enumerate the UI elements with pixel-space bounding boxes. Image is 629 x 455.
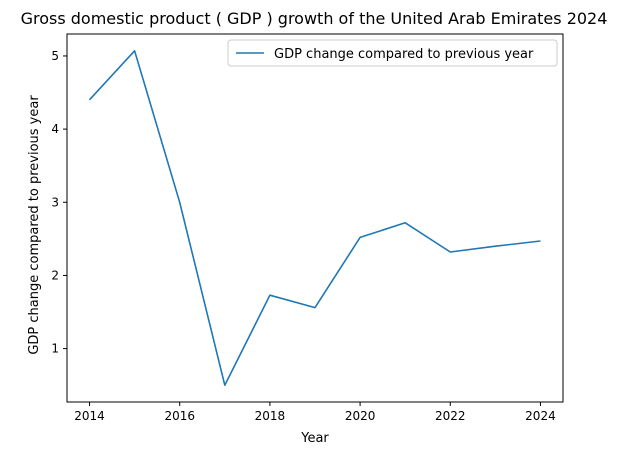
y-tick-label: 5 (51, 49, 59, 63)
plot-area: 2014 2016 2018 2020 2022 2024 1 2 3 4 5 (51, 33, 564, 423)
x-tick-label: 2016 (164, 409, 195, 423)
plot-frame (66, 33, 564, 403)
legend: GDP change compared to previous year (227, 39, 558, 67)
y-axis-label: GDP change compared to previous year (27, 95, 42, 355)
y-tick-label: 4 (51, 122, 59, 136)
chart-title: Gross domestic product ( GDP ) growth of… (21, 9, 608, 28)
x-axis-label: Year (300, 431, 329, 446)
y-tick-label: 3 (51, 195, 59, 209)
x-tick-label: 2022 (435, 409, 466, 423)
legend-box (227, 39, 558, 67)
x-tick-label: 2024 (525, 409, 556, 423)
y-tick-label: 1 (51, 342, 59, 356)
x-tick-label: 2014 (74, 409, 105, 423)
x-tick-label: 2018 (255, 409, 286, 423)
series-line (88, 49, 541, 387)
y-tick-label: 2 (51, 268, 59, 282)
legend-label: GDP change compared to previous year (274, 47, 534, 62)
x-tick-label: 2020 (345, 409, 376, 423)
